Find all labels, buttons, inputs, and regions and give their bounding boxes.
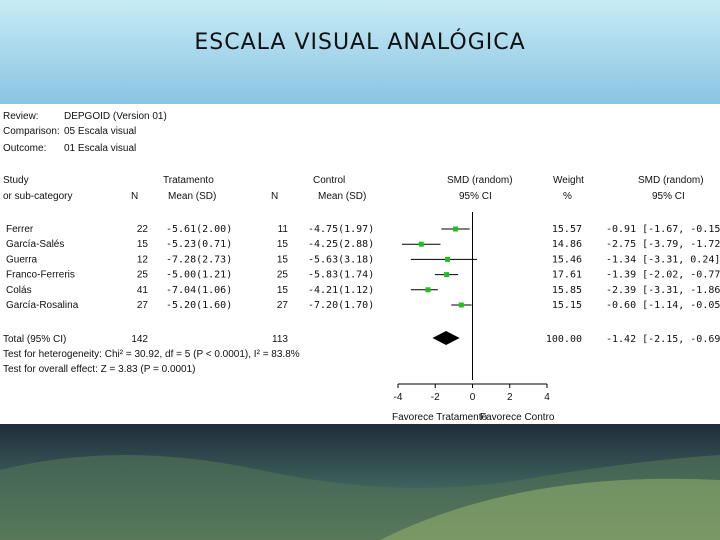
mean-control: -7.20(1.70): [308, 300, 374, 311]
header-treatment-n: N: [131, 191, 138, 202]
mean-control: -4.75(1.97): [308, 224, 374, 235]
study-name: Colás: [6, 285, 32, 296]
total-label: Total (95% CI): [3, 334, 66, 345]
n-control: 27: [277, 300, 289, 311]
n-treatment: 22: [137, 224, 149, 235]
weight-value: 15.15: [552, 300, 582, 311]
mean-control: -4.25(2.88): [308, 239, 374, 250]
header-weight: Weight: [553, 175, 584, 186]
ci-value: -1.39 [-2.02, -0.77]: [606, 270, 720, 281]
weight-value: 15.85: [552, 285, 582, 296]
effect-marker: [444, 272, 450, 278]
comparison-label: Comparison:: [3, 126, 60, 137]
study-name: Ferrer: [6, 224, 34, 235]
effect-marker: [453, 226, 459, 232]
header-study: Study: [3, 175, 29, 186]
study-name: García-Rosalina: [6, 300, 79, 311]
outcome-label: Outcome:: [3, 143, 46, 154]
x-tick-label: -2: [431, 392, 440, 403]
effect-marker: [425, 287, 431, 293]
total-n-control: 113: [272, 334, 288, 345]
header-control-mean: Mean (SD): [318, 191, 366, 202]
n-control: 15: [277, 254, 289, 265]
n-treatment: 15: [137, 239, 149, 250]
outcome-value: 01 Escala visual: [64, 143, 136, 154]
header-smd-right: SMD (random): [638, 175, 704, 186]
total-ci: -1.42 [-2.15, -0.69]: [606, 334, 720, 345]
forest-plot: Review: DEPGOID (Version 01) Comparison:…: [3, 111, 720, 423]
ci-value: -2.39 [-3.31, -1.86]: [606, 285, 720, 296]
total-weight: 100.00: [546, 334, 582, 345]
x-tick-label: -4: [394, 392, 403, 403]
mean-treatment: -7.28(2.73): [166, 254, 232, 265]
study-name: Guerra: [6, 254, 38, 265]
weight-value: 15.57: [552, 224, 582, 235]
header-smd-ci: 95% CI: [459, 191, 492, 202]
effect-marker: [458, 302, 464, 308]
n-treatment: 12: [137, 254, 149, 265]
review-value: DEPGOID (Version 01): [64, 111, 167, 122]
ci-value: -2.75 [-3.79, -1.72]: [606, 239, 720, 250]
mean-control: -5.63(3.18): [308, 254, 374, 265]
mean-treatment: -5.00(1.21): [166, 270, 232, 281]
total-diamond: [432, 331, 460, 345]
weight-value: 15.46: [552, 254, 582, 265]
x-tick-label: 2: [507, 392, 513, 403]
ci-value: -0.91 [-1.67, -0.15]: [606, 224, 720, 235]
mean-treatment: -5.61(2.00): [166, 224, 232, 235]
header-control-n: N: [271, 191, 278, 202]
mean-treatment: -5.23(0.71): [166, 239, 232, 250]
header-smd: SMD (random): [447, 175, 513, 186]
slide-title: ESCALA VISUAL ANALÓGICA: [194, 30, 526, 55]
forest-chart: -4 -2 0 2 4: [394, 212, 550, 403]
comparison-value: 05 Escala visual: [64, 126, 136, 137]
header-weight-unit: %: [563, 191, 572, 202]
ci-value: -0.60 [-1.14, -0.05]: [606, 300, 720, 311]
study-rows: Ferrer 22 -5.61(2.00) 11 -4.75(1.97) 15.57 -0.…: [6, 224, 720, 311]
header-control: Control: [313, 175, 345, 186]
n-control: 15: [277, 285, 289, 296]
heterogeneity-text: Test for heterogeneity: Chi² = 30.92, df…: [3, 349, 300, 360]
header-ci-right: 95% CI: [652, 191, 685, 202]
header-treatment: Tratamento: [163, 175, 214, 186]
header-treatment-mean: Mean (SD): [168, 191, 216, 202]
forest-plot-panel: Review: DEPGOID (Version 01) Comparison:…: [0, 104, 720, 424]
weight-value: 14.86: [552, 239, 582, 250]
n-control: 15: [277, 239, 289, 250]
n-control: 11: [278, 224, 289, 235]
n-control: 25: [277, 270, 289, 281]
x-tick-label: 4: [544, 392, 550, 403]
study-name: García-Salés: [6, 239, 64, 250]
weight-value: 17.61: [552, 270, 582, 281]
mean-control: -5.83(1.74): [308, 270, 374, 281]
review-label: Review:: [3, 111, 39, 122]
mean-treatment: -7.04(1.06): [166, 285, 232, 296]
mean-treatment: -5.20(1.60): [166, 300, 232, 311]
ci-value: -1.34 [-3.31, 0.24]: [606, 254, 720, 265]
n-treatment: 25: [137, 270, 149, 281]
effect-marker: [445, 256, 451, 262]
favours-control-label: Favorece Contro: [480, 412, 555, 423]
mean-control: -4.21(1.12): [308, 285, 374, 296]
header-subcategory: or sub-category: [3, 191, 72, 202]
n-treatment: 41: [137, 285, 149, 296]
overall-effect-text: Test for overall effect: Z = 3.83 (P = 0…: [3, 364, 196, 375]
study-name: Franco-Ferreris: [6, 270, 75, 281]
n-treatment: 27: [137, 300, 149, 311]
total-n-treatment: 142: [131, 334, 148, 345]
favours-treatment-label: Favorece Tratamento: [392, 412, 487, 423]
x-tick-label: 0: [470, 392, 476, 403]
effect-marker: [418, 241, 424, 247]
